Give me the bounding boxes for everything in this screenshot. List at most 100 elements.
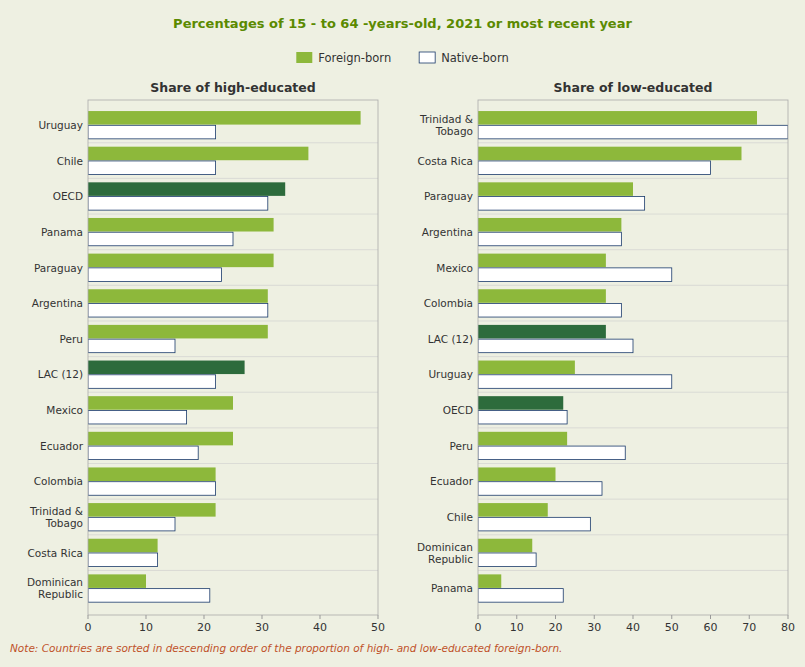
bars [478, 111, 788, 602]
category-line: OECD [443, 404, 473, 416]
category-line: Ecuador [40, 440, 84, 452]
tick [516, 615, 517, 619]
category-line: Colombia [34, 475, 83, 487]
bar-foreign [88, 574, 146, 588]
category-line: Colombia [424, 297, 473, 309]
separator [88, 427, 378, 428]
category-line: OECD [53, 190, 83, 202]
separator [478, 285, 788, 286]
separator [88, 142, 378, 143]
tick-label: 40 [313, 621, 327, 634]
tick [788, 615, 789, 619]
bar-foreign [478, 147, 742, 161]
category-label: Peru [60, 333, 83, 345]
tick [378, 615, 379, 619]
separator [478, 214, 788, 215]
bar-native [88, 410, 187, 424]
note: Note: Countries are sorted in descending… [10, 642, 562, 654]
separator [88, 534, 378, 535]
bar-native [478, 268, 672, 282]
tick-label: 30 [587, 621, 601, 634]
bar-foreign [88, 432, 233, 446]
bar-foreign [478, 574, 501, 588]
separator [88, 392, 378, 393]
category-line: Dominican [417, 541, 473, 553]
bar-native [88, 446, 198, 460]
separator [478, 463, 788, 464]
tick-label: 10 [510, 621, 524, 634]
bar-foreign [88, 111, 361, 125]
category-line: Paraguay [34, 262, 83, 274]
separator [88, 570, 378, 571]
category-label: OECD [53, 190, 83, 202]
category-label: LAC (12) [38, 368, 83, 380]
category-label: Argentina [422, 226, 473, 238]
bar-native [478, 232, 621, 246]
bar-native [478, 339, 633, 353]
category-line: Peru [450, 440, 473, 452]
category-label: Ecuador [40, 440, 84, 452]
panel: Share of high-educated01020304050Dominic… [27, 80, 385, 634]
tick-label: 50 [665, 621, 679, 634]
category-label: Colombia [34, 475, 83, 487]
panel-title: Share of high-educated [150, 80, 316, 95]
separator [88, 463, 378, 464]
chart: Percentages of 15 - to 64 -years-old, 20… [0, 0, 805, 667]
tick [555, 615, 556, 619]
bar-native [478, 517, 590, 531]
separator [478, 570, 788, 571]
category-line: Argentina [422, 226, 473, 238]
category-label: DominicanRepublic [27, 576, 83, 600]
category-line: Peru [60, 333, 83, 345]
category-line: Ecuador [430, 475, 474, 487]
category-line: Paraguay [424, 190, 473, 202]
separator [478, 142, 788, 143]
separator [478, 392, 788, 393]
legend-swatch [296, 52, 312, 63]
bar-native [478, 304, 621, 318]
separator [478, 427, 788, 428]
legend: Foreign-bornNative-born [296, 51, 508, 65]
category-label: Chile [447, 511, 473, 523]
tick [204, 615, 205, 619]
bar-foreign [88, 147, 308, 161]
tick-label: 70 [742, 621, 756, 634]
separator [88, 214, 378, 215]
category-line: Tobago [45, 517, 83, 529]
category-label: Argentina [32, 297, 83, 309]
category-line: Republic [428, 553, 473, 565]
tick [320, 615, 321, 619]
bar-native [478, 161, 711, 175]
category-label: Costa Rica [27, 547, 83, 559]
bar-foreign [478, 254, 606, 268]
bar-native [88, 589, 210, 603]
category-line: Chile [447, 511, 473, 523]
bar-foreign [478, 467, 556, 481]
bar-native [478, 482, 602, 496]
category-label: Chile [57, 155, 83, 167]
bar-native [88, 553, 158, 567]
separator [88, 285, 378, 286]
category-line: Costa Rica [27, 547, 83, 559]
title: Percentages of 15 - to 64 -years-old, 20… [173, 16, 632, 31]
legend-swatch [419, 52, 435, 63]
bar-native [478, 553, 536, 567]
category-label: Panama [431, 582, 473, 594]
tick-label: 50 [371, 621, 385, 634]
category-line: LAC (12) [38, 368, 83, 380]
tick-label: 0 [475, 621, 482, 634]
bar-foreign [88, 539, 158, 553]
bar-native [88, 482, 216, 496]
bar-native [88, 161, 216, 175]
category-label: Paraguay [424, 190, 473, 202]
bar-foreign [478, 396, 563, 410]
bar-native [88, 268, 221, 282]
tick [478, 615, 479, 619]
panel: Share of low-educated01020304050607080Pa… [417, 80, 795, 634]
category-label: Paraguay [34, 262, 83, 274]
bar-native [478, 197, 645, 211]
category-line: Uruguay [428, 368, 473, 380]
category-label: Uruguay [38, 119, 83, 131]
bar-foreign [88, 254, 274, 268]
category-label: LAC (12) [428, 333, 473, 345]
